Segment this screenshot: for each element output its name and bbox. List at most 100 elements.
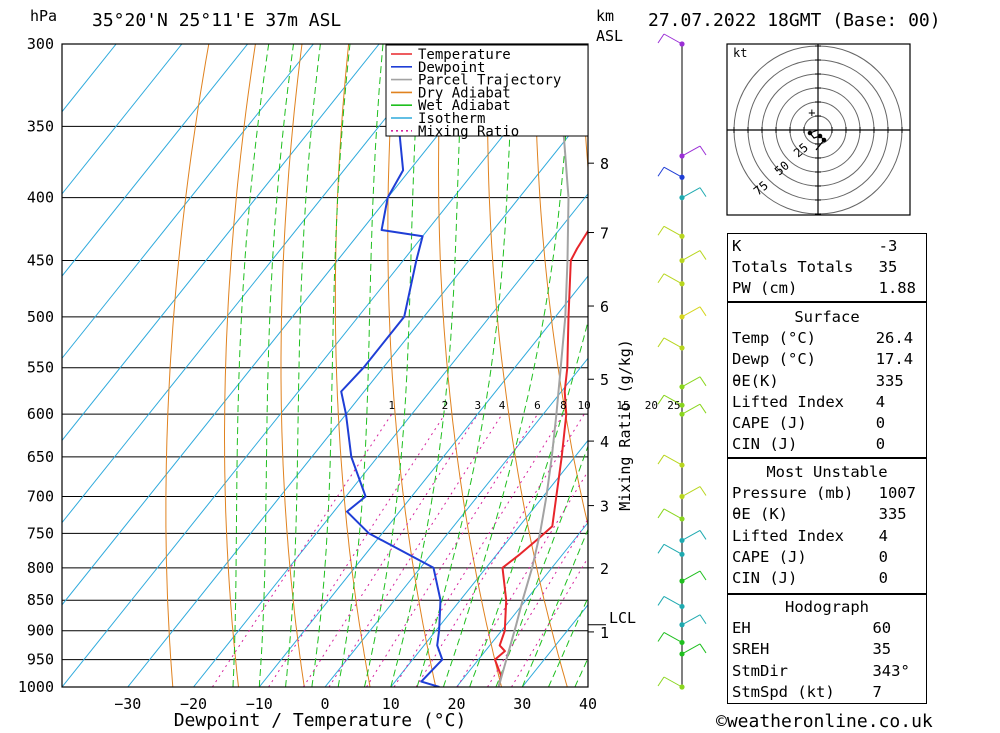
temperature-tick-label: −20: [180, 695, 207, 713]
wind-barb-staff: [663, 33, 683, 45]
hodo-label: StmSpd (kt): [732, 682, 835, 701]
dry-adiabat-line: [955, 44, 1000, 687]
wind-barb-staff: [681, 145, 701, 157]
wind-barb-staff: [681, 306, 701, 318]
datetime-title: 27.07.2022 18GMT (Base: 00): [648, 10, 941, 31]
wind-profile: [657, 33, 707, 690]
mu-value: 335: [878, 505, 907, 524]
wind-barb-flag: [699, 530, 707, 540]
wind-barb-staff: [663, 632, 683, 643]
table-row: Lifted Index 4: [728, 525, 926, 546]
wind-barb-staff: [681, 643, 701, 655]
wind-barb-flag: [699, 145, 707, 156]
table-header-row: Hodograph: [728, 596, 926, 617]
wind-barb-flag: [699, 306, 707, 317]
mixing-ratio-line: [366, 413, 538, 687]
legend-dry-adiabat: Dry Adiabat: [418, 85, 511, 101]
wet-adiabat-line: [363, 44, 421, 687]
plot-frame: [61, 43, 589, 688]
wind-barb: [657, 337, 685, 351]
mixing-ratio-label: 6: [534, 399, 541, 412]
wind-barb-flag: [657, 394, 665, 405]
table-row: Lifted Index 4: [728, 391, 926, 412]
pressure-tick-label: 650: [27, 448, 54, 466]
mixing-ratio-label: 15: [616, 399, 629, 412]
isotherm-line: [324, 357, 588, 687]
hodograph-stats-title: Hodograph: [785, 597, 869, 616]
table-row: θE (K) 335: [728, 504, 926, 525]
temperature-tick-label: 20: [447, 695, 465, 713]
mixing-ratio-line: [393, 413, 564, 687]
wind-barb-flag: [699, 614, 707, 625]
hodo-label: StmDir: [732, 661, 788, 680]
wind-barb-dot: [679, 651, 685, 657]
temperature-tick-label: 0: [320, 695, 329, 713]
legend-temperature: Temperature: [418, 47, 511, 63]
mu-label: CAPE (J): [732, 547, 807, 566]
wet-adiabat-line: [442, 44, 572, 687]
location-title: 35°20'N 25°11'E 37m ASL: [92, 10, 341, 31]
most-unstable-box: Most Unstable Pressure (mb) 1007 θE (K) 33…: [727, 458, 927, 594]
wind-barb: [679, 570, 707, 584]
surface-label: Temp (°C): [732, 328, 816, 347]
wind-barb: [679, 376, 707, 390]
hodo-value: 343°: [872, 661, 910, 680]
wind-barb-staff: [663, 454, 683, 466]
wind-barb: [657, 394, 685, 408]
isotherm-line: [62, 44, 380, 442]
mixing-ratio-line: [302, 413, 479, 687]
wet-adiabat-line: [232, 44, 270, 687]
wind-barb-staff: [663, 508, 683, 520]
mixing-ratio-line: [211, 413, 393, 687]
surface-value: 26.4: [875, 328, 914, 347]
wet-adiabat-line: [469, 319, 588, 687]
wet-adiabat-line: [548, 596, 588, 687]
wet-adiabat-line: [416, 44, 514, 687]
index-label: K: [732, 236, 742, 255]
table-row: CAPE (J) 0: [728, 546, 926, 567]
wet-adiabat-line: [337, 44, 384, 687]
plot-area: [62, 44, 1000, 687]
height-unit-label: km: [596, 7, 614, 25]
wind-barb-flag: [657, 337, 665, 348]
pressure-tick-labels: 300 350 400 450 500 550 600 650 700 750 800 850 900 9…: [18, 35, 54, 696]
indices-table: K -3 Totals Totals 35 PW (cm) 1.88: [728, 235, 926, 299]
mixing-ratio-label: 2: [442, 399, 449, 412]
surface-label: CIN (J): [732, 435, 798, 454]
hodograph-point: [817, 133, 823, 139]
mixing-ratio-line: [328, 413, 503, 687]
wind-barb: [679, 250, 707, 264]
dry-adiabat-line: [224, 44, 256, 687]
isotherm-line: [62, 44, 117, 113]
mixing-ratio-labels: 1 2 3 4 6 8 10 15 20 25: [388, 399, 680, 412]
surface-table: Surface Temp (°C) 26.4 Dewp (°C) 17.4 θE(K…: [728, 306, 926, 455]
hodograph-unit-label: kt: [733, 46, 747, 60]
wet-adiabat-line: [521, 528, 588, 687]
wind-barb: [679, 403, 707, 417]
mixing-ratio-line: [456, 470, 588, 687]
pressure-tick-label: 700: [27, 488, 54, 506]
wind-barb: [679, 643, 707, 657]
wind-barb: [679, 306, 707, 320]
table-row: CIN (J) 0: [728, 567, 926, 588]
wind-barb: [679, 145, 707, 159]
wind-barb-staff: [681, 403, 701, 415]
pressure-tick-label: 350: [27, 117, 54, 135]
table-row: Totals Totals 35: [728, 256, 926, 277]
wind-barb-flag: [657, 632, 665, 642]
pressure-tick-label: 400: [27, 189, 54, 207]
mu-label: Lifted Index: [732, 526, 844, 545]
isotherm-line: [390, 439, 588, 687]
index-value: 1.88: [878, 279, 916, 298]
wind-barb-staff: [663, 273, 683, 285]
table-header-row: Most Unstable: [728, 461, 926, 482]
height-tick-label: 1: [600, 624, 609, 642]
temperature-tick-label: 10: [382, 695, 400, 713]
table-row: StmDir 343°: [728, 660, 926, 681]
wind-barb-dot: [679, 622, 685, 628]
mu-value: 0: [878, 569, 888, 588]
pressure-unit-label: hPa: [30, 7, 57, 25]
wind-barb-flag: [657, 544, 665, 554]
